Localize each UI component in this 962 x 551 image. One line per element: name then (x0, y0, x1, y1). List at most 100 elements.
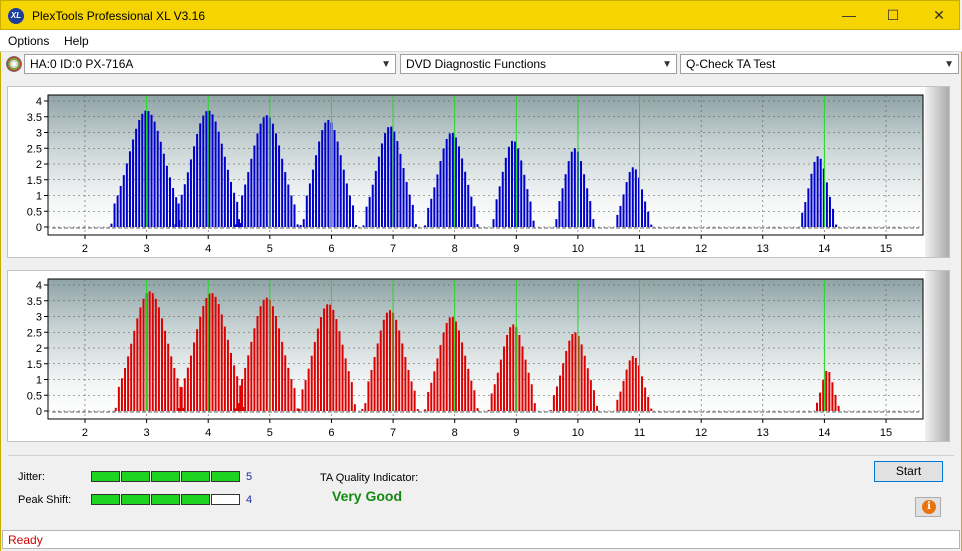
chart-panel-bottom: 4 3.5 3 2.5 2 1.5 1 0.5 0 2 3 4 5 6 7 8 9 10 11 12 13 14 15 (7, 270, 950, 442)
histogram-bar (552, 395, 555, 411)
y-tick-label: 1 (36, 191, 42, 203)
histogram-bar (167, 343, 170, 411)
histogram-bar (239, 223, 242, 227)
histogram-bar (278, 145, 281, 227)
histogram-bar (565, 350, 568, 411)
histogram-bar (138, 119, 141, 227)
y-tick-label: 0.5 (27, 390, 42, 402)
menu-help[interactable]: Help (64, 34, 89, 48)
histogram-bar (804, 202, 807, 227)
peak-shift-label: Peak Shift: (18, 494, 72, 506)
histogram-bar (186, 367, 189, 411)
histogram-bar (436, 358, 439, 411)
histogram-bar (530, 384, 533, 411)
histogram-bar (327, 119, 330, 227)
histogram-bar (834, 394, 837, 411)
histogram-bar (174, 224, 177, 227)
histogram-bar (173, 368, 176, 411)
y-tick-label: 1.5 (27, 359, 42, 371)
jitter-segment (211, 471, 240, 482)
histogram-bar (380, 143, 383, 227)
histogram-bar (631, 356, 634, 411)
histogram-bar (304, 380, 307, 411)
histogram-bar (411, 204, 414, 227)
start-button[interactable]: Start (874, 461, 943, 482)
minimize-button[interactable]: — (842, 7, 856, 23)
jitter-segment (181, 471, 210, 482)
histogram-bar (616, 399, 619, 411)
histogram-bar (501, 171, 504, 227)
histogram-bar (284, 172, 287, 227)
histogram-bar (396, 141, 399, 227)
x-tick-label: 13 (757, 427, 769, 439)
histogram-bar (183, 378, 186, 411)
peak-shift-meter (91, 494, 241, 505)
x-tick-label: 7 (390, 427, 396, 439)
histogram-bar (506, 334, 509, 411)
histogram-bar (487, 409, 490, 411)
histogram-bar (825, 182, 828, 227)
close-button[interactable]: ✕ (933, 7, 945, 23)
test-select[interactable]: Q-Check TA Test ▼ (680, 54, 959, 74)
histogram-bar (329, 304, 332, 411)
x-tick-label: 5 (267, 243, 273, 255)
histogram-bar (226, 169, 229, 227)
histogram-bar (641, 189, 644, 227)
histogram-bar (816, 402, 819, 411)
chart-side-shade (925, 271, 949, 441)
histogram-bar (398, 330, 401, 411)
histogram-bar (558, 201, 561, 227)
histogram-bar (568, 340, 571, 411)
histogram-bar (154, 298, 157, 411)
histogram-bar (442, 148, 445, 227)
histogram-bar (816, 156, 819, 227)
histogram-bar (631, 167, 634, 227)
histogram-bar (828, 196, 831, 227)
info-button[interactable]: i (915, 497, 941, 517)
histogram-bar (498, 186, 501, 227)
histogram-bar (293, 388, 296, 411)
histogram-bar (384, 133, 387, 227)
x-tick-label: 14 (818, 427, 830, 439)
histogram-bar (430, 198, 433, 227)
histogram-bar (442, 332, 445, 411)
histogram-bar (233, 192, 236, 227)
x-tick-label: 3 (144, 427, 150, 439)
function-select[interactable]: DVD Diagnostic Functions ▼ (400, 54, 677, 74)
x-tick-label: 4 (205, 427, 211, 439)
histogram-bar (223, 326, 226, 411)
histogram-bar (169, 177, 172, 227)
histogram-bar (150, 114, 153, 227)
histogram-bar (470, 380, 473, 411)
menu-bar: Options Help (0, 30, 962, 51)
histogram-bar (233, 365, 236, 411)
histogram-bar (559, 375, 562, 411)
y-tick-label: 1.5 (27, 175, 42, 187)
chevron-down-icon: ▼ (662, 59, 672, 70)
histogram-bar (580, 344, 583, 411)
drive-select[interactable]: HA:0 ID:0 PX-716A ▼ (24, 54, 396, 74)
histogram-bar (199, 316, 202, 411)
histogram-bar (523, 174, 526, 227)
y-tick-label: 2.5 (27, 143, 42, 155)
histogram-bar (189, 159, 192, 227)
histogram-bar (445, 322, 448, 411)
histogram-bar (250, 341, 253, 411)
histogram-bar (564, 174, 567, 227)
histogram-bar (342, 169, 345, 227)
menu-options[interactable]: Options (8, 34, 50, 48)
histogram-bar (186, 172, 189, 227)
histogram-bar (180, 387, 183, 411)
histogram-bar (433, 371, 436, 411)
histogram-bar (159, 141, 162, 227)
x-tick-label: 5 (267, 427, 273, 439)
ta-quality-label: TA Quality Indicator: (320, 472, 419, 484)
histogram-bar (427, 207, 430, 227)
maximize-button[interactable]: ☐ (886, 7, 900, 23)
histogram-bar (125, 163, 128, 227)
histogram-bar (476, 224, 479, 227)
histogram-bar (476, 408, 479, 411)
histogram-bar (208, 110, 211, 227)
histogram-bar (365, 206, 368, 227)
histogram-bar (448, 317, 451, 411)
